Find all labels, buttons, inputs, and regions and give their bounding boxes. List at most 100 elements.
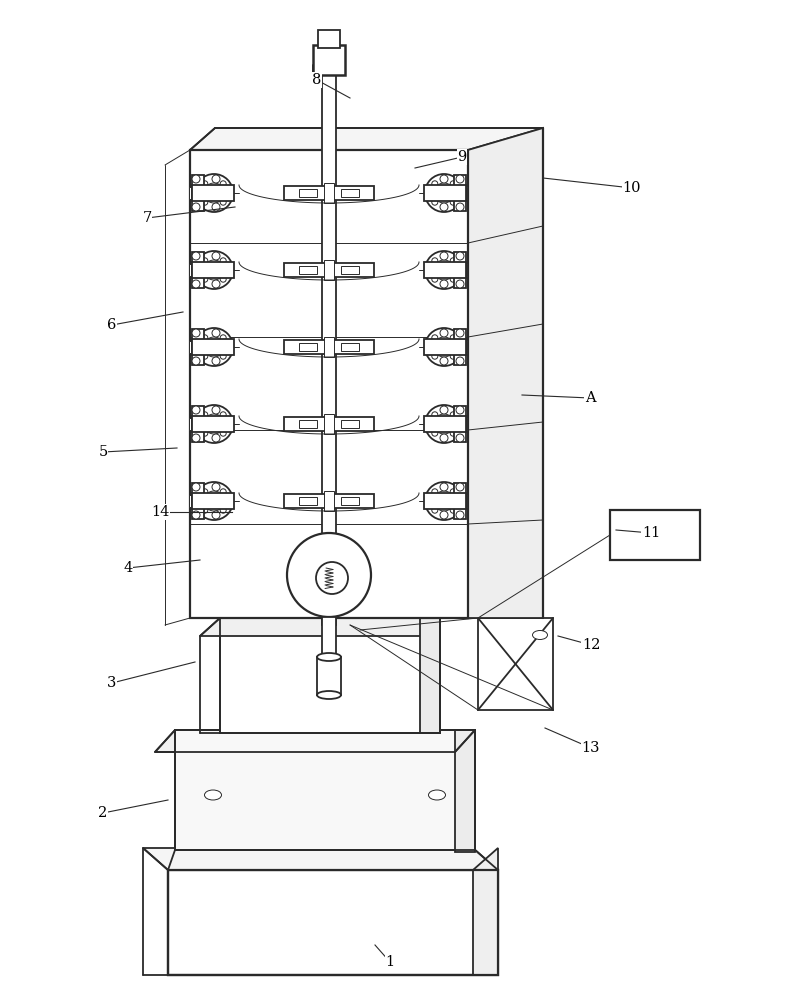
Circle shape bbox=[220, 489, 226, 495]
Circle shape bbox=[212, 252, 220, 260]
Bar bbox=[192, 483, 204, 519]
Text: 9: 9 bbox=[457, 150, 466, 164]
Bar bbox=[190, 150, 468, 618]
Circle shape bbox=[202, 199, 208, 205]
Circle shape bbox=[220, 181, 226, 187]
Bar bbox=[192, 262, 234, 278]
Bar bbox=[441, 495, 467, 507]
Text: 11: 11 bbox=[642, 526, 660, 540]
Bar bbox=[424, 493, 466, 509]
Text: 4: 4 bbox=[124, 561, 132, 575]
Bar bbox=[189, 341, 215, 353]
Circle shape bbox=[432, 199, 438, 205]
Polygon shape bbox=[155, 730, 475, 752]
Bar bbox=[217, 497, 223, 505]
Ellipse shape bbox=[317, 691, 341, 699]
Circle shape bbox=[432, 489, 438, 495]
Bar bbox=[220, 618, 440, 733]
Circle shape bbox=[192, 511, 200, 519]
Bar bbox=[299, 497, 317, 505]
Polygon shape bbox=[143, 848, 498, 870]
Bar bbox=[189, 187, 215, 199]
Bar bbox=[192, 339, 234, 355]
Circle shape bbox=[220, 412, 226, 418]
Circle shape bbox=[450, 507, 456, 513]
Circle shape bbox=[432, 507, 438, 513]
Bar bbox=[284, 417, 374, 431]
Bar bbox=[192, 175, 204, 211]
Circle shape bbox=[202, 507, 208, 513]
Text: 14: 14 bbox=[151, 505, 169, 519]
Circle shape bbox=[202, 353, 208, 359]
Bar bbox=[341, 420, 359, 428]
Bar bbox=[439, 342, 447, 352]
Circle shape bbox=[192, 203, 200, 211]
Circle shape bbox=[192, 175, 200, 183]
Bar bbox=[168, 870, 498, 975]
Circle shape bbox=[440, 357, 448, 365]
Polygon shape bbox=[200, 618, 440, 636]
Circle shape bbox=[212, 329, 220, 337]
Circle shape bbox=[450, 276, 456, 282]
Circle shape bbox=[204, 337, 224, 357]
Bar bbox=[441, 187, 467, 199]
Bar bbox=[454, 252, 466, 288]
Circle shape bbox=[204, 183, 224, 203]
Circle shape bbox=[432, 258, 438, 264]
Circle shape bbox=[450, 199, 456, 205]
Bar bbox=[192, 406, 204, 442]
Bar bbox=[189, 495, 215, 507]
Circle shape bbox=[425, 482, 463, 520]
Bar bbox=[313, 45, 345, 75]
Circle shape bbox=[456, 511, 464, 519]
Bar bbox=[192, 252, 204, 288]
Circle shape bbox=[220, 276, 226, 282]
Circle shape bbox=[450, 258, 456, 264]
Circle shape bbox=[212, 511, 220, 519]
Circle shape bbox=[212, 434, 220, 442]
Circle shape bbox=[204, 414, 224, 434]
Circle shape bbox=[204, 260, 224, 280]
Bar bbox=[220, 618, 440, 733]
Circle shape bbox=[440, 280, 448, 288]
Bar bbox=[324, 414, 334, 434]
Circle shape bbox=[192, 252, 200, 260]
Text: 8: 8 bbox=[312, 73, 322, 87]
Text: A: A bbox=[585, 391, 595, 405]
Circle shape bbox=[456, 175, 464, 183]
Circle shape bbox=[432, 276, 438, 282]
Circle shape bbox=[220, 507, 226, 513]
Bar bbox=[324, 491, 334, 511]
Bar bbox=[424, 416, 466, 432]
Bar bbox=[435, 497, 441, 505]
Bar bbox=[192, 416, 234, 432]
Circle shape bbox=[202, 412, 208, 418]
Circle shape bbox=[456, 357, 464, 365]
Ellipse shape bbox=[205, 790, 221, 800]
Bar bbox=[192, 185, 234, 201]
Text: 12: 12 bbox=[582, 638, 600, 652]
Ellipse shape bbox=[533, 631, 548, 640]
Circle shape bbox=[195, 482, 233, 520]
Circle shape bbox=[195, 405, 233, 443]
Bar bbox=[189, 418, 215, 430]
Circle shape bbox=[440, 406, 448, 414]
Polygon shape bbox=[468, 128, 543, 618]
Polygon shape bbox=[190, 128, 543, 150]
Circle shape bbox=[202, 489, 208, 495]
Circle shape bbox=[220, 430, 226, 436]
Bar bbox=[317, 657, 341, 695]
Polygon shape bbox=[473, 848, 498, 975]
Bar bbox=[424, 262, 466, 278]
Circle shape bbox=[212, 203, 220, 211]
Circle shape bbox=[434, 414, 454, 434]
Bar bbox=[441, 418, 467, 430]
Text: 13: 13 bbox=[582, 741, 600, 755]
Ellipse shape bbox=[429, 790, 445, 800]
Circle shape bbox=[220, 199, 226, 205]
Bar bbox=[192, 493, 234, 509]
Circle shape bbox=[434, 183, 454, 203]
Bar bbox=[322, 65, 336, 625]
Bar bbox=[318, 30, 340, 48]
Bar bbox=[211, 419, 219, 429]
